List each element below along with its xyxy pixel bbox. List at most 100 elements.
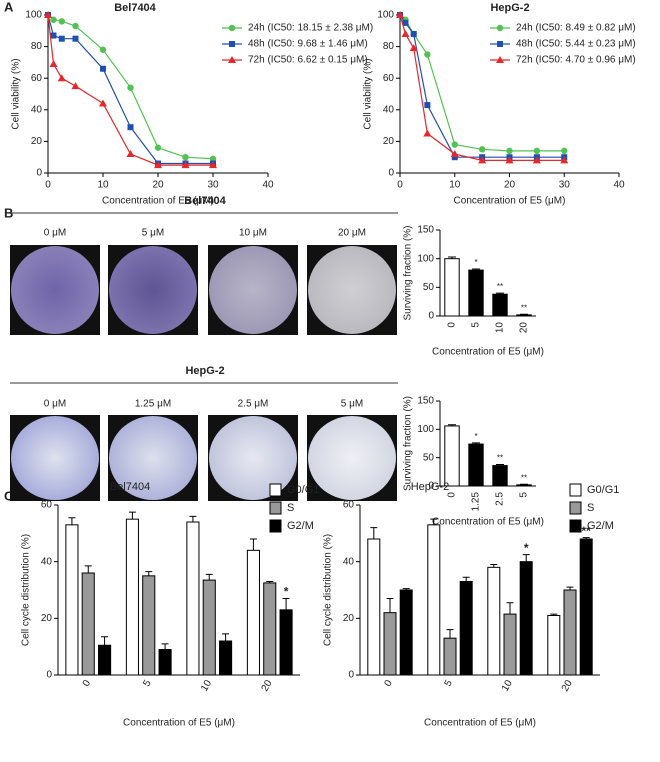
y-tick-label: 20 bbox=[31, 136, 43, 147]
data-point bbox=[396, 11, 404, 18]
legend-label: 72h (IC50: 6.62 ± 0.15 μM) bbox=[248, 55, 368, 66]
dose-label: 5 μM bbox=[142, 228, 164, 239]
error-bar bbox=[448, 424, 456, 426]
legend-marker bbox=[228, 56, 236, 63]
y-tick-label: 0 bbox=[388, 168, 394, 179]
x-axis-label: Concentration of E5 (μM) bbox=[432, 347, 544, 358]
x-tick-label: 0 bbox=[447, 322, 458, 328]
bar bbox=[399, 589, 413, 676]
y-tick-label: 40 bbox=[31, 104, 43, 115]
data-point bbox=[72, 22, 79, 30]
y-tick-label: 80 bbox=[383, 41, 395, 52]
series-line bbox=[399, 14, 565, 152]
error-bar bbox=[205, 573, 213, 581]
legend-swatch bbox=[269, 519, 282, 533]
y-tick-label: 150 bbox=[417, 225, 434, 236]
x-tick-label: 0 bbox=[447, 492, 458, 498]
x-tick-label: 0 bbox=[397, 180, 403, 191]
bar bbox=[487, 566, 501, 676]
legend-label: S bbox=[287, 502, 294, 514]
x-axis-label: Concentration of E5 (μM) bbox=[102, 196, 214, 207]
y-tick-label: 150 bbox=[417, 396, 434, 407]
data-point bbox=[126, 150, 135, 158]
y-axis-label: Surviving fraction (%) bbox=[403, 225, 414, 320]
dose-label: 5 μM bbox=[341, 399, 363, 410]
bar bbox=[503, 613, 517, 676]
legend-label: 24h (IC50: 18.15 ± 2.38 μM) bbox=[248, 23, 373, 34]
legend-swatch bbox=[569, 519, 582, 533]
data-point bbox=[100, 65, 106, 72]
chart-title: Bel7404 bbox=[114, 2, 156, 14]
error-bar bbox=[370, 527, 378, 539]
bar bbox=[444, 258, 460, 317]
significance: ** bbox=[497, 454, 503, 463]
x-tick-label: 10 bbox=[500, 678, 515, 694]
data-point bbox=[450, 150, 459, 158]
significance: ** bbox=[521, 473, 527, 482]
y-axis-label: Cell viability (%) bbox=[11, 58, 22, 129]
y-tick-label: 100 bbox=[377, 10, 394, 21]
legend-label: G2/M bbox=[287, 520, 314, 532]
x-tick-label: 10 bbox=[97, 180, 109, 191]
y-tick-label: 40 bbox=[343, 556, 355, 567]
chart-title: HepG-2 bbox=[411, 481, 450, 493]
error-bar bbox=[446, 629, 454, 639]
dose-label: 0 μM bbox=[44, 228, 66, 239]
bar bbox=[202, 579, 216, 676]
data-point bbox=[99, 99, 107, 107]
error-bar bbox=[161, 643, 169, 650]
chart-title: HepG-2 bbox=[490, 2, 529, 14]
x-axis-label: Concentration of E5 (μM) bbox=[454, 196, 566, 207]
data-point bbox=[50, 32, 57, 39]
data-point bbox=[50, 16, 57, 23]
error-bar bbox=[282, 598, 290, 610]
significance: ** bbox=[521, 303, 527, 312]
data-point bbox=[99, 46, 107, 53]
x-tick-label: 2.5 bbox=[495, 492, 506, 506]
error-bar bbox=[249, 538, 257, 551]
bar bbox=[468, 269, 484, 317]
data-point bbox=[209, 161, 217, 169]
x-tick-label: 20 bbox=[519, 322, 530, 334]
y-tick-label: 80 bbox=[31, 41, 43, 52]
y-tick-label: 0 bbox=[348, 670, 354, 681]
error-bar bbox=[402, 588, 410, 590]
bar bbox=[98, 644, 112, 676]
y-tick-label: 60 bbox=[41, 500, 53, 511]
error-bar bbox=[496, 463, 504, 466]
bar bbox=[142, 575, 156, 676]
error-bar bbox=[266, 581, 274, 583]
y-tick-label: 40 bbox=[383, 104, 395, 115]
y-tick-label: 50 bbox=[423, 452, 435, 463]
error-bar bbox=[496, 292, 504, 295]
error-bar bbox=[522, 554, 530, 562]
error-bar bbox=[520, 313, 528, 315]
data-point bbox=[71, 82, 80, 90]
data-point bbox=[478, 146, 486, 153]
y-tick-label: 0 bbox=[428, 311, 434, 322]
x-tick-label: 5 bbox=[443, 678, 456, 689]
y-axis-label: Surviving fraction (%) bbox=[403, 396, 414, 491]
data-point bbox=[182, 154, 189, 161]
bar bbox=[516, 484, 532, 487]
bar bbox=[246, 549, 260, 676]
x-tick-label: 40 bbox=[262, 180, 274, 191]
x-tick-label: 30 bbox=[559, 180, 571, 191]
error-bar bbox=[582, 537, 590, 539]
bar bbox=[81, 572, 95, 676]
significance: * bbox=[474, 258, 477, 267]
dose-label: 2.5 μM bbox=[238, 399, 269, 410]
error-bar bbox=[448, 256, 456, 259]
legend-label: S bbox=[587, 502, 594, 514]
significance: ** bbox=[497, 282, 503, 291]
significance: * bbox=[474, 432, 477, 441]
data-point bbox=[209, 155, 217, 162]
data-point bbox=[451, 141, 458, 148]
bar bbox=[443, 637, 457, 676]
x-axis-label: Concentration of E5 (μM) bbox=[432, 517, 544, 528]
error-bar bbox=[84, 565, 92, 573]
error-bar bbox=[472, 442, 480, 445]
error-bar bbox=[68, 517, 76, 525]
error-bar bbox=[566, 586, 574, 590]
